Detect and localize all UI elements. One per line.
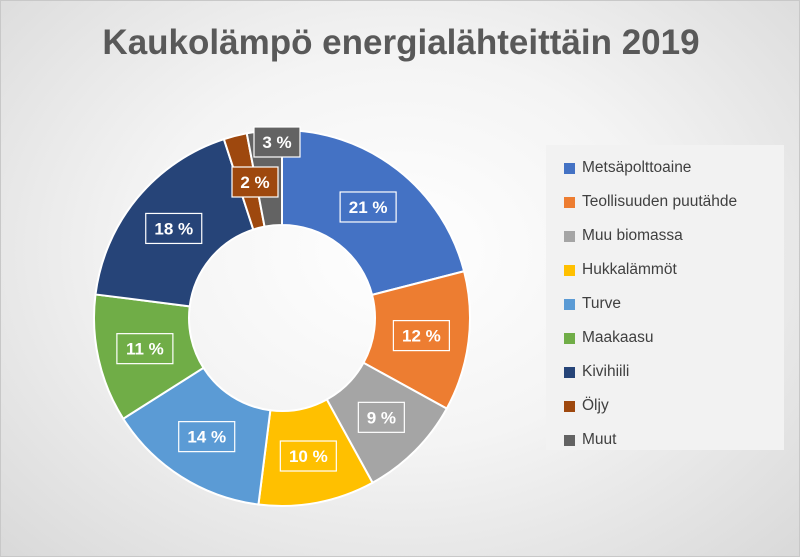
legend-item: Turve xyxy=(546,287,784,321)
data-label-box xyxy=(116,333,174,365)
legend-item: Muu biomassa xyxy=(546,219,784,253)
data-label: 10 % xyxy=(279,440,337,472)
legend-item: Öljy xyxy=(546,389,784,423)
legend-label: Muu biomassa xyxy=(582,227,683,244)
legend-item: Kivihiili xyxy=(546,355,784,389)
data-label: 3 % xyxy=(253,126,301,158)
legend-item: Hukkalämmöt xyxy=(546,253,784,287)
legend-swatch xyxy=(564,264,575,276)
data-label-text: 14 % xyxy=(187,428,226,447)
data-label-text: 18 % xyxy=(154,219,193,238)
data-label: 18 % xyxy=(145,212,203,245)
data-label-text: 21 % xyxy=(349,198,388,217)
data-label-box xyxy=(279,440,337,472)
data-label-box xyxy=(253,126,301,158)
data-label-box xyxy=(178,421,236,453)
data-label-box xyxy=(392,320,450,352)
data-label-box xyxy=(339,191,397,223)
legend-swatch xyxy=(564,400,575,412)
legend-swatch xyxy=(564,366,575,378)
legend-swatch xyxy=(564,162,575,174)
legend-label: Metsäpolttoaine xyxy=(582,159,692,176)
legend-swatch xyxy=(564,298,575,310)
legend-swatch xyxy=(564,434,575,446)
data-label: 9 % xyxy=(357,401,405,433)
data-label-text: 9 % xyxy=(367,408,396,427)
legend-item: Muut xyxy=(546,423,784,457)
data-label-text: 10 % xyxy=(289,447,328,466)
legend-label: Kivihiili xyxy=(582,363,630,380)
data-label-text: 3 % xyxy=(262,133,291,152)
legend-label: Teollisuuden puutähde xyxy=(582,193,738,210)
legend-swatch xyxy=(564,230,575,242)
data-label-box xyxy=(145,212,203,245)
legend-item: Metsäpolttoaine xyxy=(546,151,784,185)
chart-title: Kaukolämpö energialähteittäin 2019 xyxy=(102,23,700,62)
data-label-box xyxy=(231,166,279,198)
legend: Metsäpolttoaine Teollisuuden puutähde Muu … xyxy=(546,145,784,450)
legend-label: Maakaasu xyxy=(582,329,654,346)
data-label: 21 % xyxy=(339,191,397,223)
legend-label: Öljy xyxy=(582,397,609,414)
data-label-text: 2 % xyxy=(240,173,269,192)
data-label: 14 % xyxy=(178,421,236,453)
data-label: 2 % xyxy=(231,166,279,198)
legend-item: Maakaasu xyxy=(546,321,784,355)
legend-item: Teollisuuden puutähde xyxy=(546,185,784,219)
legend-label: Hukkalämmöt xyxy=(582,261,677,278)
legend-label: Turve xyxy=(582,295,622,312)
legend-label: Muut xyxy=(582,431,617,448)
data-label-box xyxy=(357,401,405,433)
data-label: 12 % xyxy=(392,320,450,352)
data-label-text: 11 % xyxy=(126,340,164,359)
legend-swatch xyxy=(564,196,575,208)
legend-swatch xyxy=(564,332,575,344)
data-label: 11 % xyxy=(116,333,174,365)
data-label-text: 12 % xyxy=(402,327,441,346)
